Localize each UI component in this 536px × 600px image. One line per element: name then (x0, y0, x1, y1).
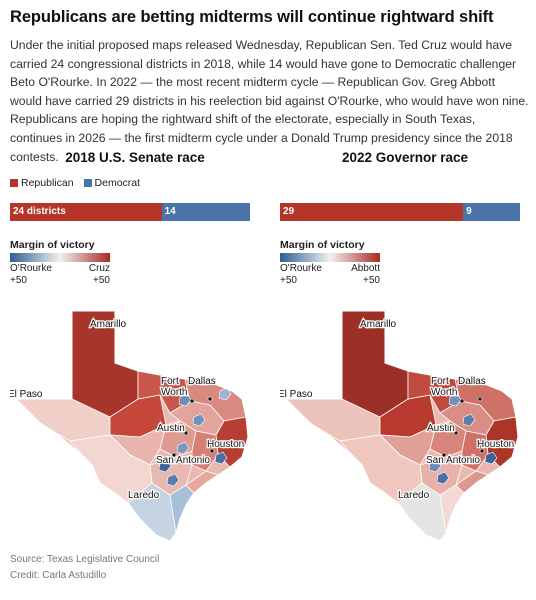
city-dot (441, 452, 447, 458)
city-label-austin: Austin (427, 423, 455, 434)
governor-left-name: O'Rourke (280, 263, 322, 274)
legend-democrat: Democrat (83, 177, 141, 189)
senate-margin-title: Margin of victory (10, 239, 95, 251)
urban-district (158, 459, 172, 473)
senate-right-value: +50 (93, 275, 110, 286)
governor-margin-title: Margin of victory (280, 239, 365, 251)
governor-margin-gradient (280, 253, 380, 262)
senate-panel: 2018 U.S. Senate race Republican Democra… (7, 150, 260, 545)
senate-texas-map: Amarillo Dallas Fort Worth El Paso Austin Hous… (7, 305, 260, 545)
city-label-amarillo: Amarillo (90, 319, 127, 330)
urban-district (176, 441, 190, 455)
state-outline (284, 310, 519, 542)
city-dot (207, 396, 213, 402)
city-label-fort-worth: Fort (431, 376, 449, 387)
party-legend: Republican Democrat (10, 177, 140, 189)
city-label-amarillo: Amarillo (360, 319, 397, 330)
urban-district (214, 451, 228, 465)
senate-rep-segment: 24 districts (10, 203, 162, 221)
city-label-fort-worth: Fort (161, 376, 179, 387)
city-label-laredo: Laredo (398, 490, 430, 501)
city-label-fort-worth: Worth (431, 387, 458, 398)
senate-margin-left: O'Rourke +50 (10, 263, 52, 287)
governor-margin-left: O'Rourke +50 (280, 263, 322, 287)
city-dot (453, 430, 459, 436)
urban-district (166, 473, 180, 487)
urban-district (484, 451, 498, 465)
governor-right-name: Abbott (351, 263, 380, 274)
senate-margin-gradient (10, 253, 110, 262)
city-dot (209, 448, 215, 454)
city-dot (189, 398, 195, 404)
urban-district (448, 393, 462, 407)
city-dot (479, 448, 485, 454)
governor-panel: 2022 Governor race 29 9 Margin of victor… (277, 150, 530, 545)
source-note: Source: Texas Legislative Council (10, 554, 160, 565)
legend-democrat-label: Democrat (94, 177, 141, 189)
senate-panel-title: 2018 U.S. Senate race (65, 150, 205, 165)
legend-republican: Republican (10, 177, 74, 189)
article-title: Republicans are betting midterms will co… (10, 8, 494, 26)
governor-texas-map: Amarillo Dallas Fort Worth El Paso Austin Hous… (277, 305, 530, 545)
urban-district (462, 413, 476, 427)
senate-district-bar: 24 districts 14 (10, 203, 250, 221)
republican-swatch (10, 179, 18, 187)
senate-left-name: O'Rourke (10, 263, 52, 274)
city-label-houston: Houston (207, 439, 244, 450)
article-intro: Under the initial proposed maps released… (10, 38, 529, 164)
legend-republican-label: Republican (21, 177, 74, 189)
city-label-fort-worth: Worth (161, 387, 188, 398)
city-label-dallas: Dallas (188, 376, 216, 387)
senate-margin-right: Cruz +50 (70, 263, 110, 287)
governor-left-value: +50 (280, 275, 297, 286)
governor-right-value: +50 (363, 275, 380, 286)
governor-rep-segment: 29 (280, 203, 464, 221)
city-dot (183, 430, 189, 436)
city-dot (459, 398, 465, 404)
urban-district (428, 459, 442, 473)
urban-district (192, 413, 206, 427)
state-outline (14, 310, 249, 542)
senate-right-name: Cruz (88, 263, 110, 274)
governor-district-bar: 29 9 (280, 203, 520, 221)
urban-district (178, 393, 192, 407)
city-label-san-antonio: San Antonio (156, 455, 210, 466)
city-dot (477, 396, 483, 402)
democrat-swatch (83, 179, 92, 187)
city-label-dallas: Dallas (458, 376, 486, 387)
senate-dem-segment: 14 (161, 203, 250, 221)
senate-left-value: +50 (10, 275, 27, 286)
governor-margin-right: Abbott +50 (340, 263, 380, 287)
city-label-el-paso: El Paso (10, 389, 43, 400)
governor-panel-title: 2022 Governor race (341, 150, 469, 165)
city-label-san-antonio: San Antonio (426, 455, 480, 466)
credit-note: Credit: Carla Astudillo (10, 570, 107, 581)
governor-dem-segment: 9 (463, 203, 520, 221)
city-label-laredo: Laredo (128, 490, 160, 501)
city-dot (171, 452, 177, 458)
city-label-houston: Houston (477, 439, 514, 450)
city-label-el-paso: El Paso (280, 389, 313, 400)
urban-district (436, 471, 450, 485)
city-label-austin: Austin (157, 423, 185, 434)
